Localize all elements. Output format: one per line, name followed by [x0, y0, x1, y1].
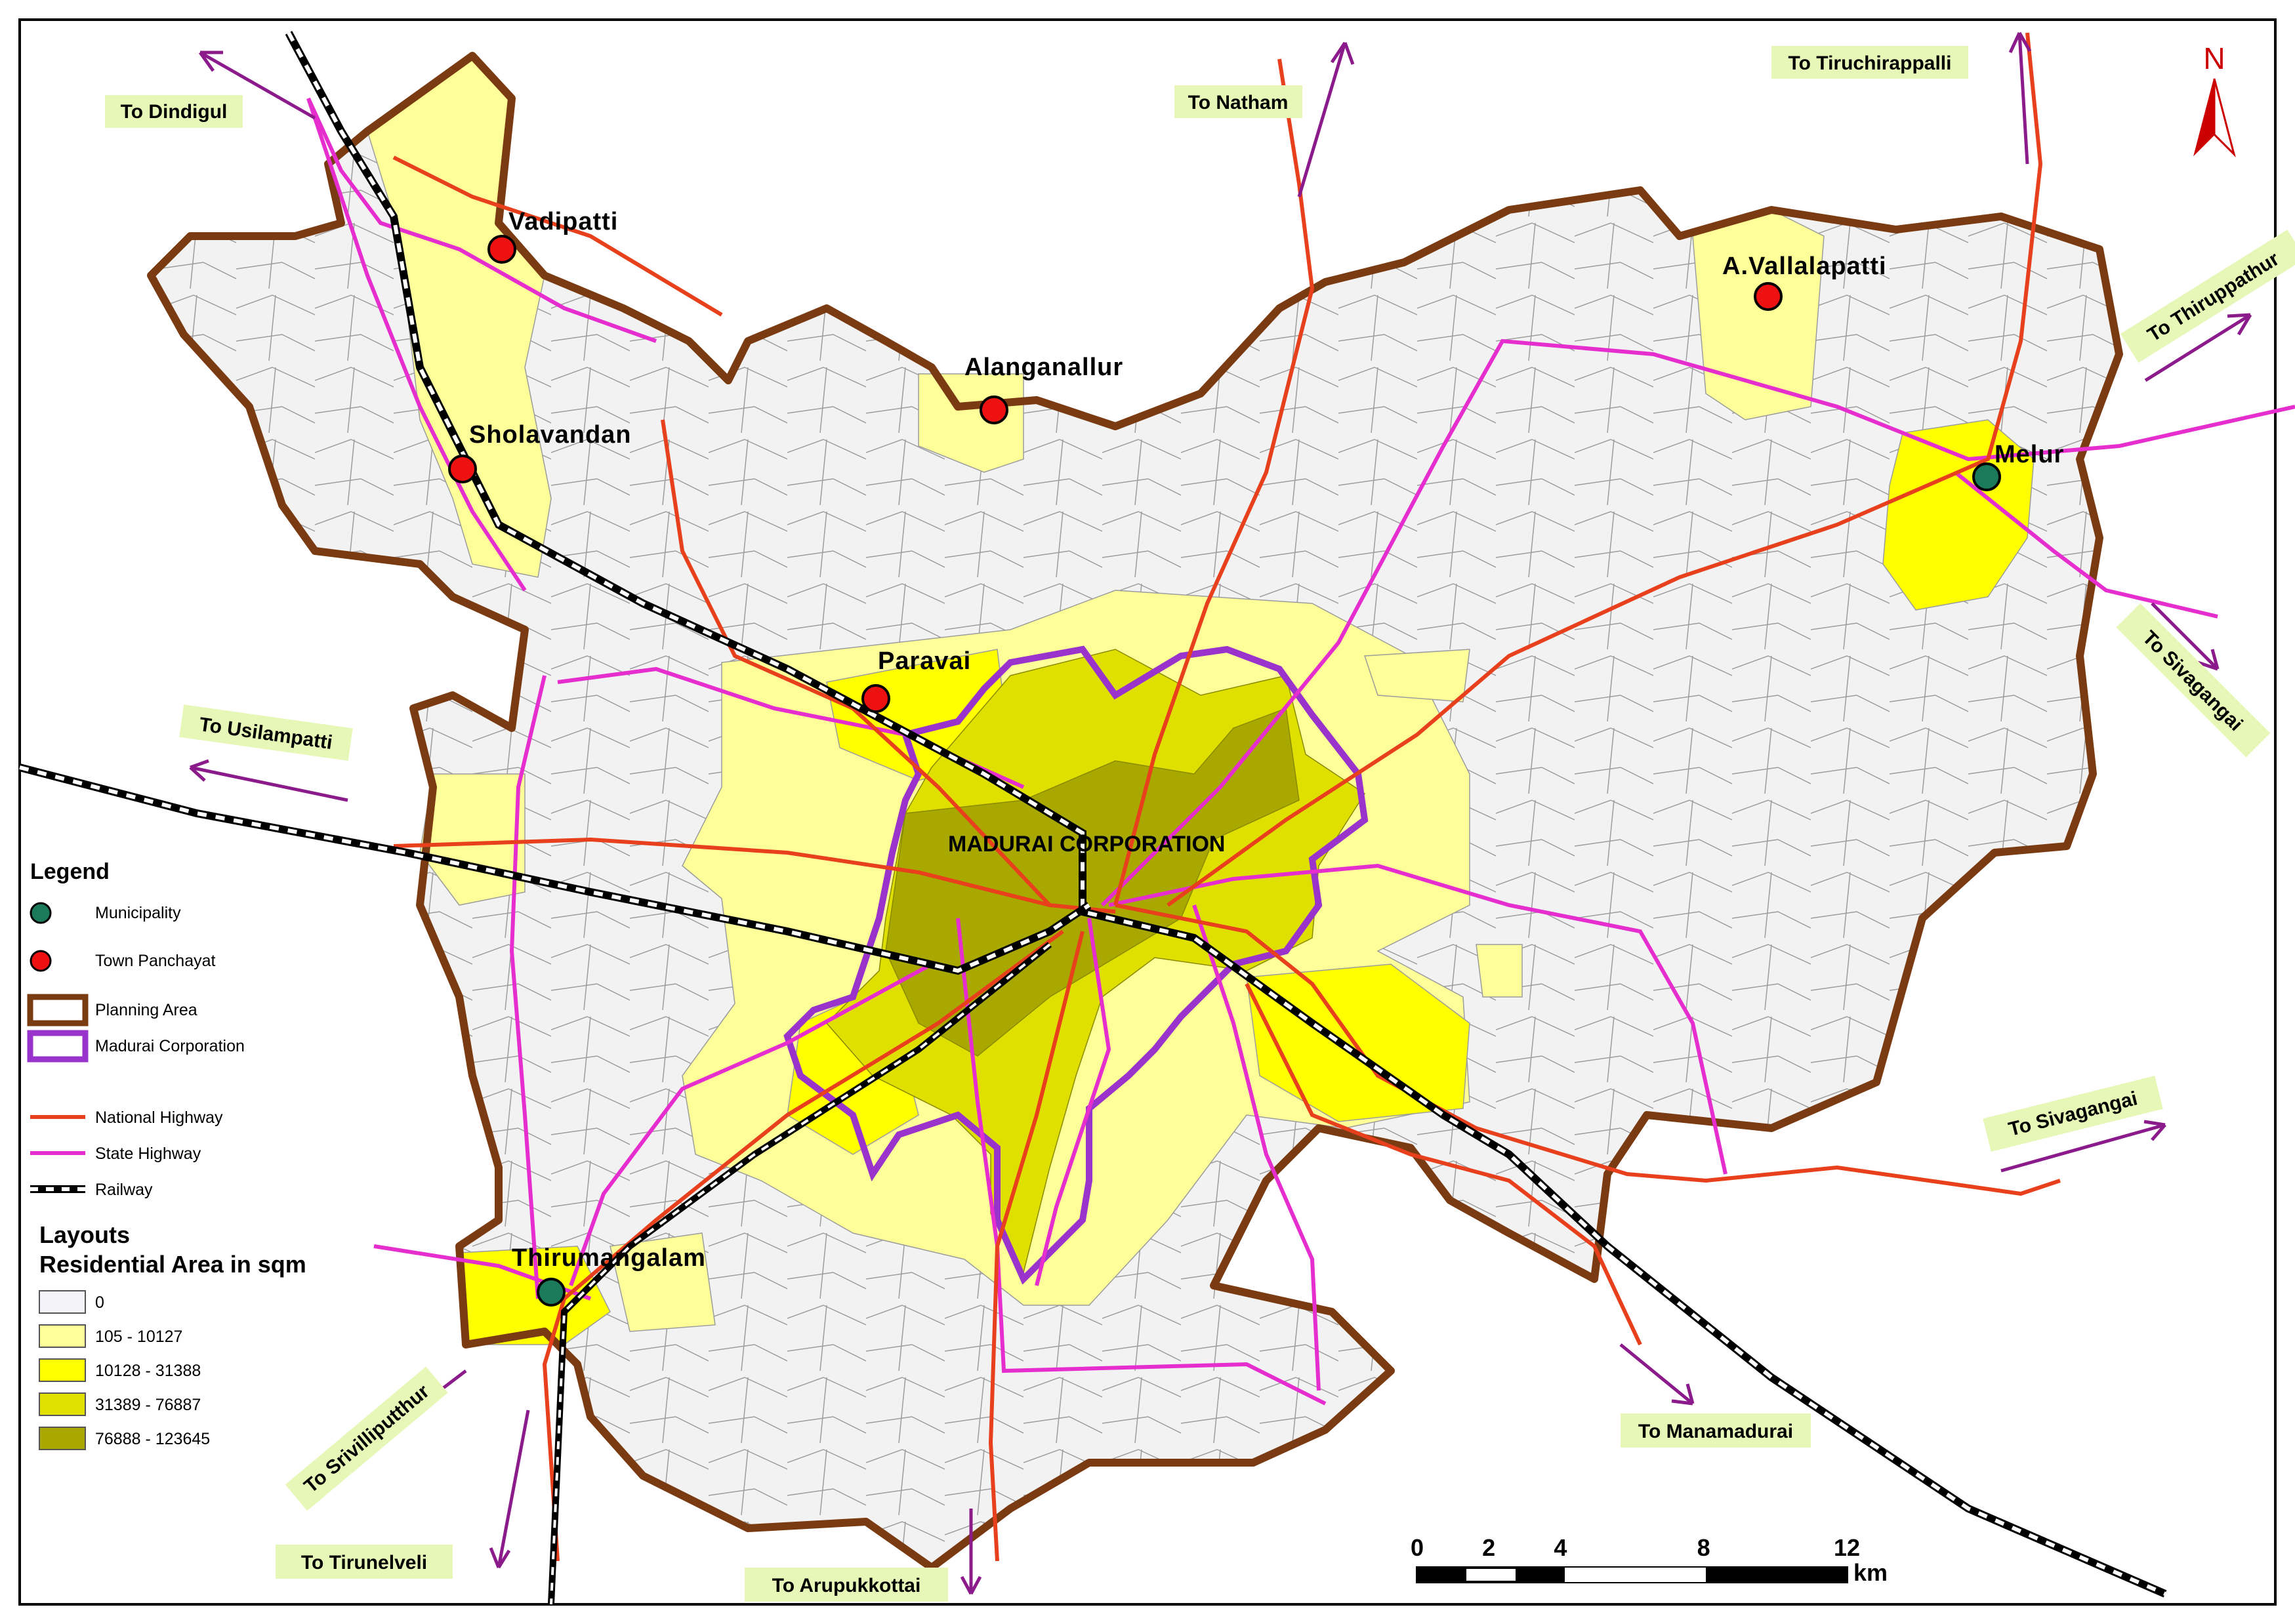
municipality-icon [537, 1278, 566, 1307]
town-panchayat-icon [1754, 282, 1783, 311]
north-arrow: N [2193, 41, 2236, 157]
destination-manamadurai: To Manamadurai [1621, 1413, 1811, 1448]
svg-text:To Srivilliputthur: To Srivilliputthur [300, 1381, 434, 1497]
map-frame [18, 18, 2277, 1606]
destination-tirunelveli: To Tirunelveli [276, 1545, 453, 1579]
legend: Legend Municipality Town Panchayat Plann… [27, 859, 306, 1450]
destination-dindigul: To Dindigul [105, 95, 243, 128]
town-thirumangalam[interactable]: Thirumangalam [512, 1244, 706, 1307]
legend-class-swatch [39, 1392, 86, 1416]
corporation-swatch [27, 1030, 89, 1063]
svg-text:To Thiruppathur: To Thiruppathur [2144, 248, 2283, 346]
town-panchayat-icon [448, 455, 477, 483]
town-panchayat-icon [861, 684, 890, 713]
town-panchayat-icon [487, 235, 516, 264]
destination-natham: To Natham [1174, 85, 1302, 118]
legend-class-swatch [39, 1358, 86, 1382]
town-vadipatti[interactable]: Vadipatti [487, 208, 618, 264]
svg-text:To Dindigul: To Dindigul [121, 101, 228, 123]
national-highways [392, 32, 2061, 1562]
planning-area-boundary [147, 52, 2123, 1572]
town-label: Melur [1995, 441, 2064, 468]
scale-tick-label: 0 [1411, 1534, 1424, 1561]
legend-planning-area: Planning Area [95, 1001, 197, 1019]
scale-unit: km [1853, 1559, 1888, 1586]
town-paravai[interactable]: Paravai [861, 647, 971, 713]
scale-tick-label: 4 [1554, 1534, 1567, 1561]
destination-sivagangai-upper: To Sivagangai [2116, 603, 2271, 758]
planning-area-swatch [27, 994, 89, 1026]
town-alanganallur[interactable]: Alanganallur [964, 354, 1123, 424]
legend-class-label: 76888 - 123645 [95, 1430, 210, 1448]
svg-text:To Tiruchirappalli: To Tiruchirappalli [1788, 52, 1952, 74]
destination-arupukkottai: To Arupukkottai [745, 1568, 948, 1602]
legend-madurai-corporation: Madurai Corporation [95, 1037, 245, 1055]
municipality-icon [1972, 462, 2001, 491]
legend-class-swatch [39, 1290, 86, 1314]
layouts-title: Layouts [39, 1221, 130, 1248]
corporation-boundary [783, 645, 1369, 1285]
town-melur[interactable]: Melur [1972, 441, 2064, 491]
svg-text:To Manamadurai: To Manamadurai [1638, 1421, 1793, 1442]
town-panchayat-icon [30, 950, 52, 972]
scale-bar: 0 2 4 8 12 km [1411, 1534, 1888, 1586]
scale-tick-label: 2 [1482, 1534, 1495, 1561]
legend-class-label: 31389 - 76887 [95, 1396, 201, 1414]
destination-sivagangai-lower: To Sivagangai [1983, 1076, 2163, 1152]
town-label: Sholavandan [469, 421, 632, 449]
svg-text:N: N [2203, 41, 2225, 75]
legend-railway: Railway [95, 1181, 153, 1199]
legend-class-label: 105 - 10127 [95, 1328, 182, 1346]
legend-state-highway: State Highway [95, 1145, 201, 1163]
town-panchayat-icon [980, 396, 1008, 424]
municipality-icon [30, 902, 52, 924]
legend-town-panchayat: Town Panchayat [95, 952, 216, 970]
layout-classes: 0 105 - 10127 10128 - 31388 31389 - 76887 76… [39, 1290, 210, 1450]
legend-class-swatch [39, 1324, 86, 1348]
destination-tiruchirappalli: To Tiruchirappalli [1771, 46, 1968, 79]
town-label: Vadipatti [508, 208, 618, 235]
legend-class-swatch [39, 1427, 86, 1450]
town-label: A.Vallalapatti [1722, 253, 1887, 280]
legend-class-label: 0 [95, 1293, 104, 1312]
legend-class-label: 10128 - 31388 [95, 1362, 201, 1380]
railway [18, 31, 2167, 1605]
town-label: Alanganallur [964, 354, 1123, 381]
destination-srivilliputthur: To Srivilliputthur [285, 1366, 448, 1511]
scale-tick-label: 12 [1834, 1534, 1860, 1561]
town-sholavandan[interactable]: Sholavandan [448, 421, 632, 483]
layouts-subtitle: Residential Area in sqm [39, 1251, 306, 1278]
destination-usilampatti: To Usilampatti [179, 704, 353, 761]
north-arrow-icon [2193, 78, 2215, 157]
svg-text:To Tirunelveli: To Tirunelveli [301, 1552, 427, 1573]
town-a-vallalapatti[interactable]: A.Vallalapatti [1722, 253, 1887, 311]
town-label: Thirumangalam [512, 1244, 706, 1272]
corporation-label: MADURAI CORPORATION [948, 832, 1225, 857]
svg-text:To Natham: To Natham [1188, 92, 1289, 113]
legend-municipality: Municipality [95, 904, 181, 922]
legend-title: Legend [30, 859, 110, 884]
scale-tick-label: 8 [1697, 1534, 1710, 1561]
svg-text:To Arupukkottai: To Arupukkottai [772, 1575, 921, 1596]
town-label: Paravai [878, 647, 971, 675]
legend-national-highway: National Highway [95, 1108, 223, 1127]
